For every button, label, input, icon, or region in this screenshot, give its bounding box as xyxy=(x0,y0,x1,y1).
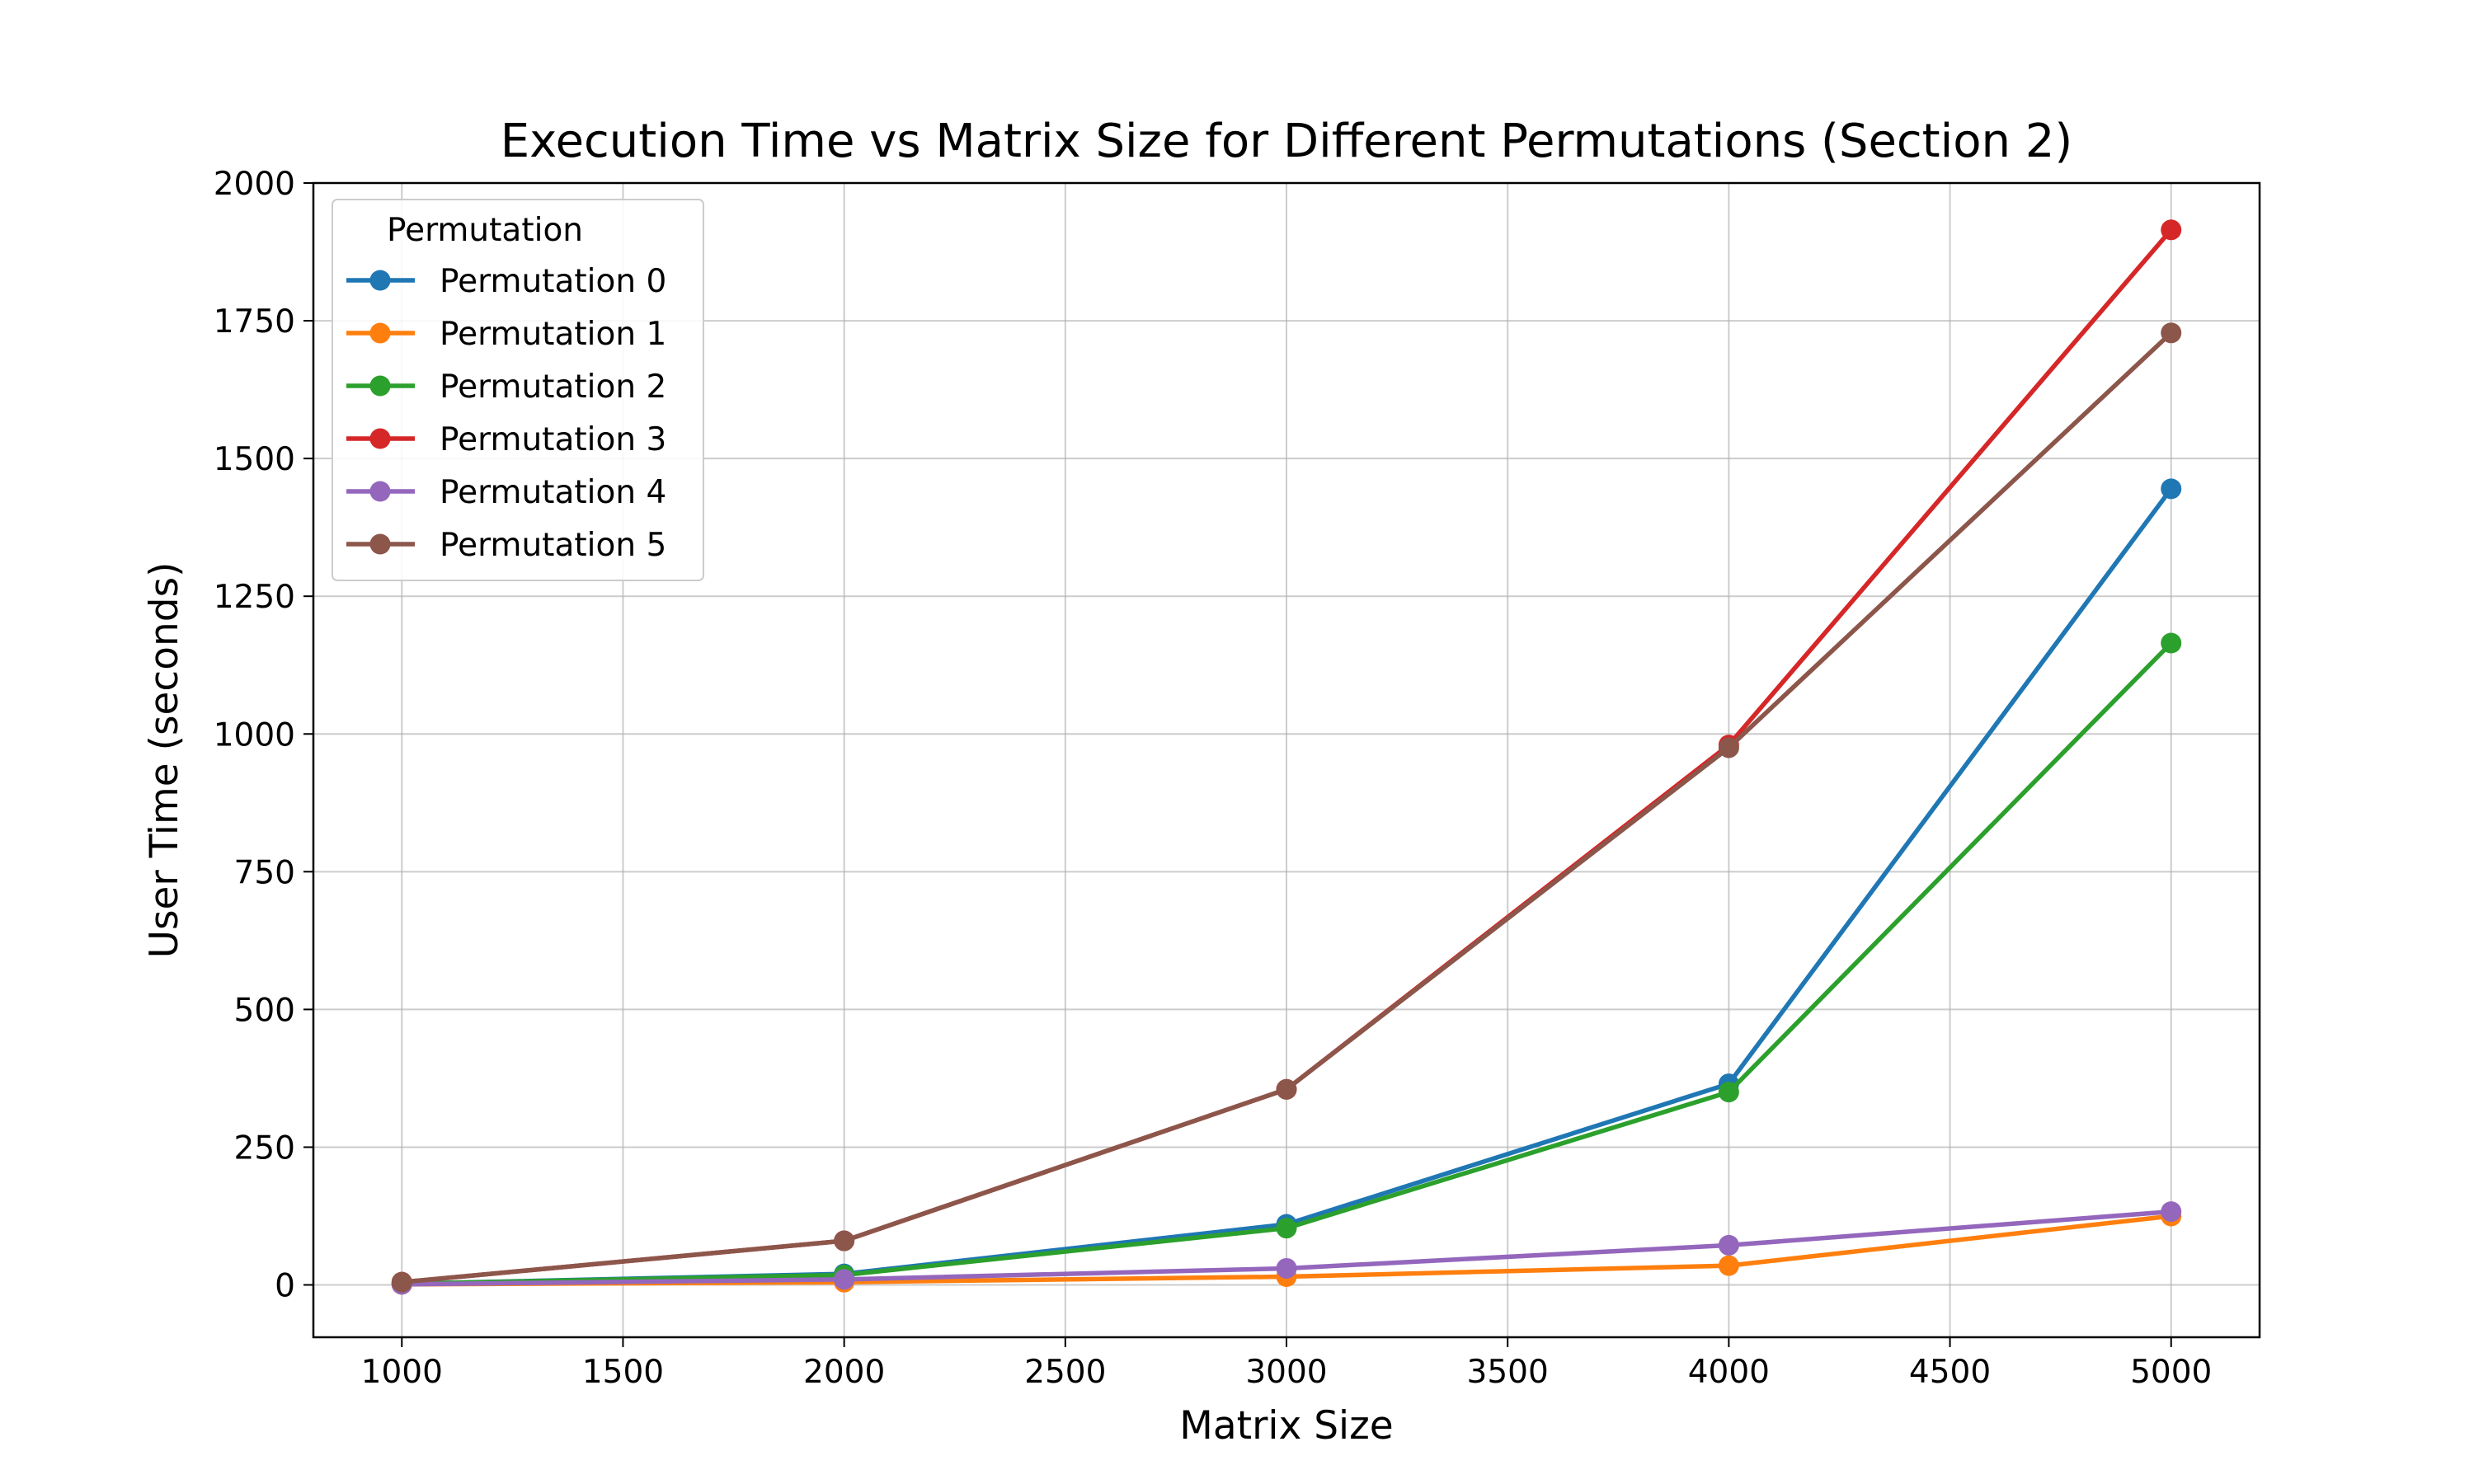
data-point xyxy=(834,1230,855,1252)
x-tick-label: 1000 xyxy=(361,1354,443,1391)
data-point xyxy=(2161,322,2182,344)
legend-item: Permutation 0 xyxy=(346,263,666,300)
data-point xyxy=(2161,1201,2182,1223)
data-point xyxy=(1276,1257,1297,1279)
data-point xyxy=(1718,1255,1739,1276)
legend-item: Permutation 3 xyxy=(346,421,666,458)
data-point xyxy=(1718,1082,1739,1103)
tick-layer: 1000 1500 2000 2500 3000 3500 4000 4500 5000 0 250… xyxy=(214,166,2213,1391)
legend-item: Permutation 1 xyxy=(346,316,666,353)
y-tick-label: 750 xyxy=(234,854,295,891)
legend-title: Permutation xyxy=(387,212,583,249)
legend-label: Permutation 1 xyxy=(440,316,666,353)
data-point xyxy=(2161,219,2182,241)
legend-marker xyxy=(369,322,391,344)
y-tick-label: 1250 xyxy=(214,579,295,616)
legend-box xyxy=(332,199,704,581)
legend-marker xyxy=(369,270,391,291)
legend-label: Permutation 0 xyxy=(440,263,666,300)
data-point xyxy=(1276,1218,1297,1239)
data-point xyxy=(1276,1078,1297,1100)
y-tick-label: 1750 xyxy=(214,303,295,340)
legend-label: Permutation 2 xyxy=(440,369,666,406)
data-point xyxy=(1718,1234,1739,1256)
legend-marker xyxy=(369,375,391,397)
y-tick-label: 1500 xyxy=(214,441,295,478)
data-point xyxy=(1718,737,1739,758)
legend: Permutation Permutation 0 Permutation 1 Pe… xyxy=(332,199,704,581)
chart-title: Execution Time vs Matrix Size for Differ… xyxy=(501,115,2072,168)
legend-label: Permutation 3 xyxy=(440,421,666,458)
y-tick-label: 250 xyxy=(234,1129,295,1167)
legend-label: Permutation 4 xyxy=(440,474,666,511)
x-tick-label: 2000 xyxy=(803,1354,885,1391)
data-point xyxy=(2161,478,2182,500)
x-tick-label: 4000 xyxy=(1688,1354,1770,1391)
y-tick-label: 500 xyxy=(234,992,295,1029)
x-axis-label: Matrix Size xyxy=(1179,1403,1393,1449)
legend-label: Permutation 5 xyxy=(440,527,666,564)
legend-marker xyxy=(369,428,391,449)
legend-item: Permutation 4 xyxy=(346,474,666,511)
legend-marker xyxy=(369,481,391,502)
x-tick-label: 1500 xyxy=(582,1354,664,1391)
x-tick-label: 2500 xyxy=(1024,1354,1106,1391)
x-tick-label: 3500 xyxy=(1467,1354,1549,1391)
y-tick-label: 1000 xyxy=(214,716,295,754)
y-axis-label: User Time (seconds) xyxy=(142,562,187,959)
data-point xyxy=(2161,632,2182,654)
series-layer xyxy=(391,219,2182,1295)
legend-item: Permutation 5 xyxy=(346,527,666,564)
y-tick-label: 2000 xyxy=(214,166,295,203)
data-point xyxy=(834,1269,855,1290)
legend-marker xyxy=(369,533,391,555)
y-tick-label: 0 xyxy=(275,1268,295,1305)
x-tick-label: 4500 xyxy=(1909,1354,1991,1391)
series-permutation-5 xyxy=(391,322,2182,1293)
legend-item: Permutation 2 xyxy=(346,369,666,406)
data-point xyxy=(391,1271,412,1293)
x-tick-label: 5000 xyxy=(2130,1354,2212,1391)
x-tick-label: 3000 xyxy=(1245,1354,1327,1391)
